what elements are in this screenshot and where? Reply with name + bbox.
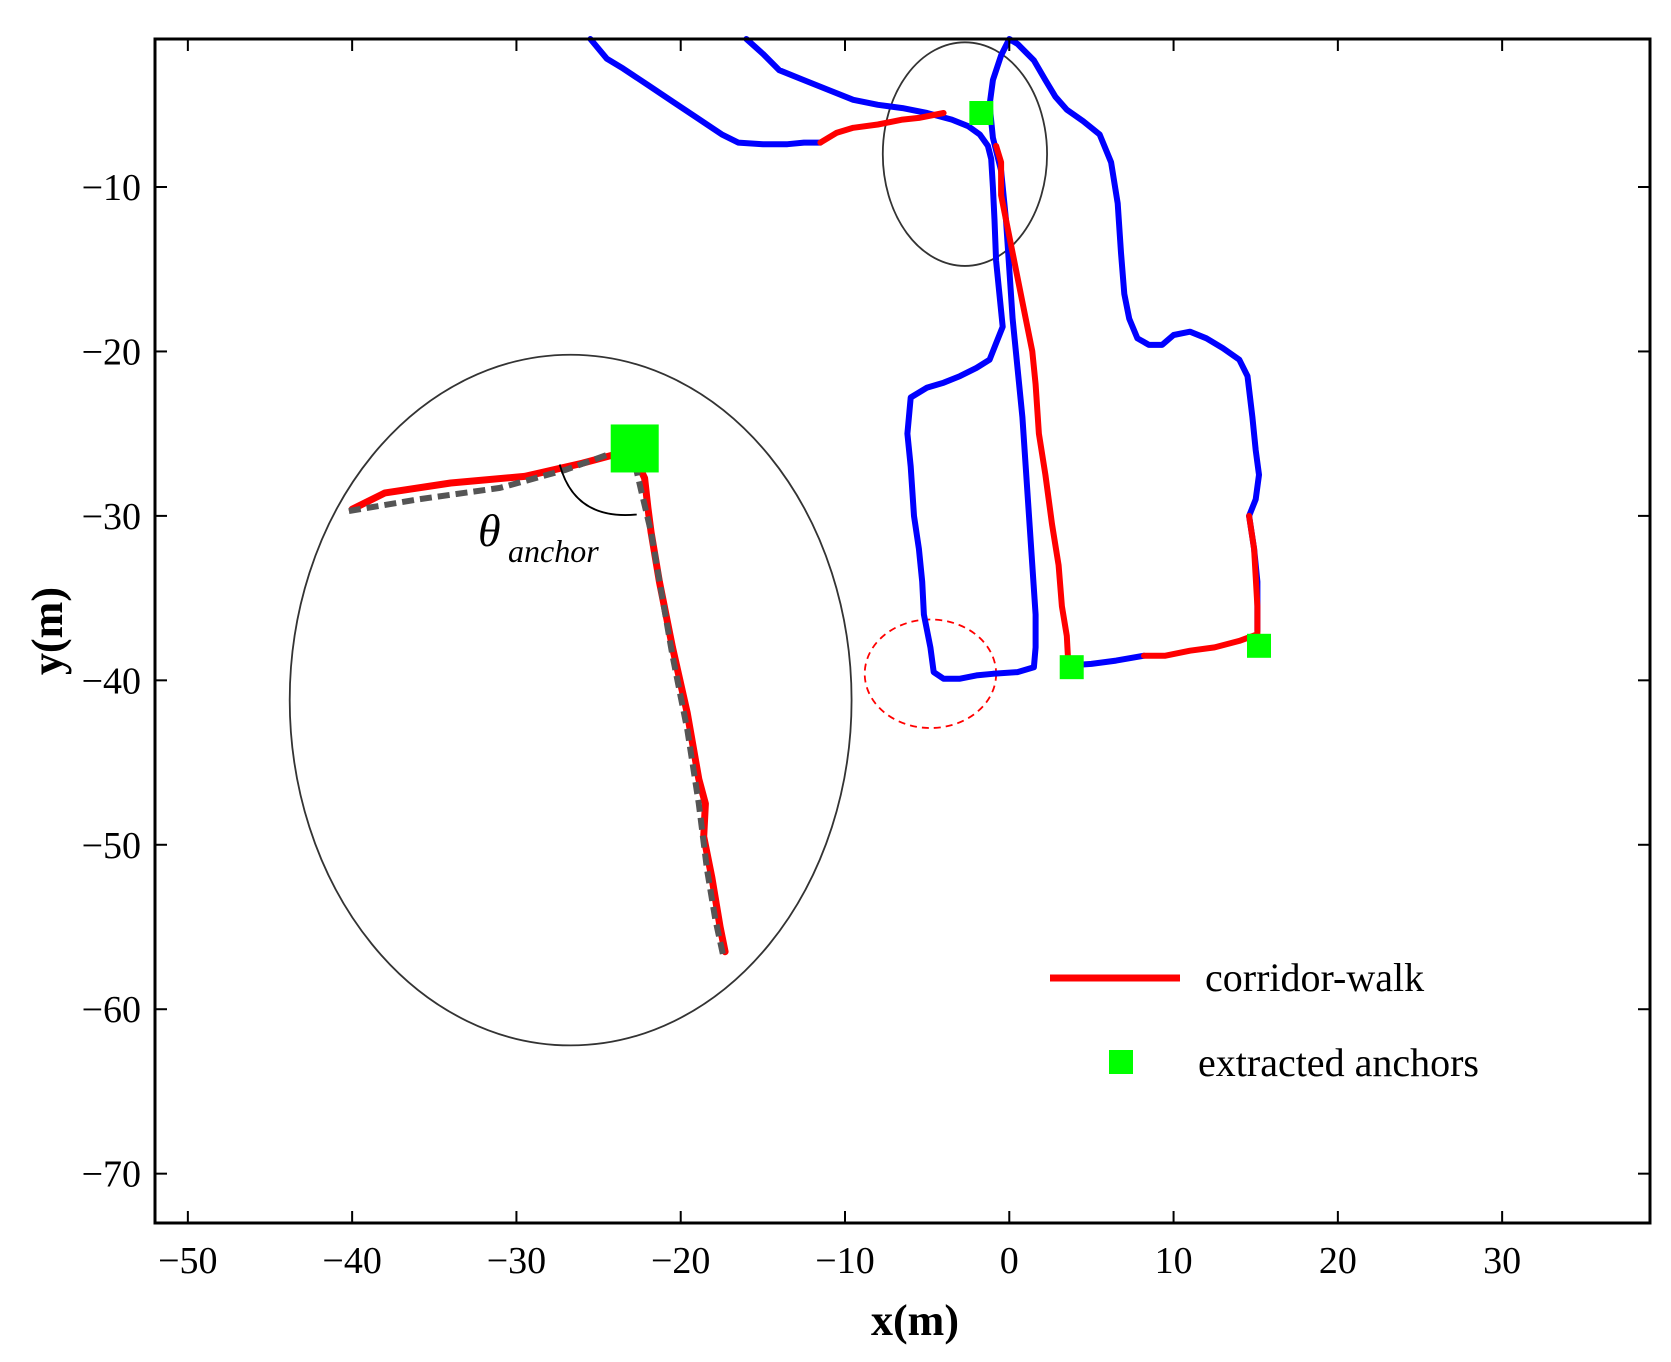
x-tick-label--30: −30 [487,1240,546,1282]
y-tick-label--50: −50 [82,825,141,867]
axis-ticks: −50 −40 −30 −20 −10 0 10 20 30 −10 −20 −30 −40 −50 −60… [82,39,1650,1282]
legend-label-extracted-anchors: extracted anchors [1198,1040,1479,1085]
legend: corridor-walk extracted anchors [1050,955,1479,1085]
x-tick-label--50: −50 [158,1240,217,1282]
extracted-anchor-1 [1059,655,1084,680]
plot-frame [153,37,1652,1225]
y-tick-label--40: −40 [82,660,141,702]
legend-label-corridor-walk: corridor-walk [1205,955,1424,1000]
x-tick-label-30: 30 [1483,1240,1521,1282]
y-tick-label--30: −30 [82,496,141,538]
zoom-fitted-dashed-line [348,445,727,958]
corridor-walk-line-1 [993,142,1072,669]
corridor-walk-line-0 [817,110,947,146]
anchors-layer [610,101,1271,680]
theta-subscript: anchor [508,533,599,569]
angle-annotation: θ anchor [478,505,599,569]
annotation-ellipses [288,41,1048,1047]
extracted-anchor-2 [1247,633,1271,658]
angle-arc [558,464,637,516]
x-tick-label--20: −20 [651,1240,710,1282]
y-tick-label--20: −20 [82,331,141,373]
y-axis-label: y(m) [23,587,72,675]
legend-swatch-extracted-anchors [1109,1050,1133,1074]
zoom-inset-ellipse [288,353,853,1047]
y-tick-label--70: −70 [82,1154,141,1196]
extracted-anchor-0 [969,101,994,125]
trajectory-line-0 [587,36,824,148]
zoom-anchor-marker [610,424,659,473]
x-tick-label-20: 20 [1319,1240,1357,1282]
zoom-corridor-walk-line [348,446,729,956]
y-tick-label--10: −10 [82,167,141,209]
series-layer [348,36,1262,958]
x-tick-label-0: 0 [1000,1240,1019,1282]
x-tick-label--10: −10 [815,1240,874,1282]
zoom-region-ellipse [881,41,1048,267]
corridor-walk-line-2 [1141,512,1261,659]
theta-symbol: θ [478,505,501,556]
trajectory-line-1 [743,36,1262,682]
x-tick-label--40: −40 [322,1240,381,1282]
y-tick-label--60: −60 [82,989,141,1031]
x-tick-label-10: 10 [1155,1240,1193,1282]
x-axis-label: x(m) [871,1296,959,1345]
